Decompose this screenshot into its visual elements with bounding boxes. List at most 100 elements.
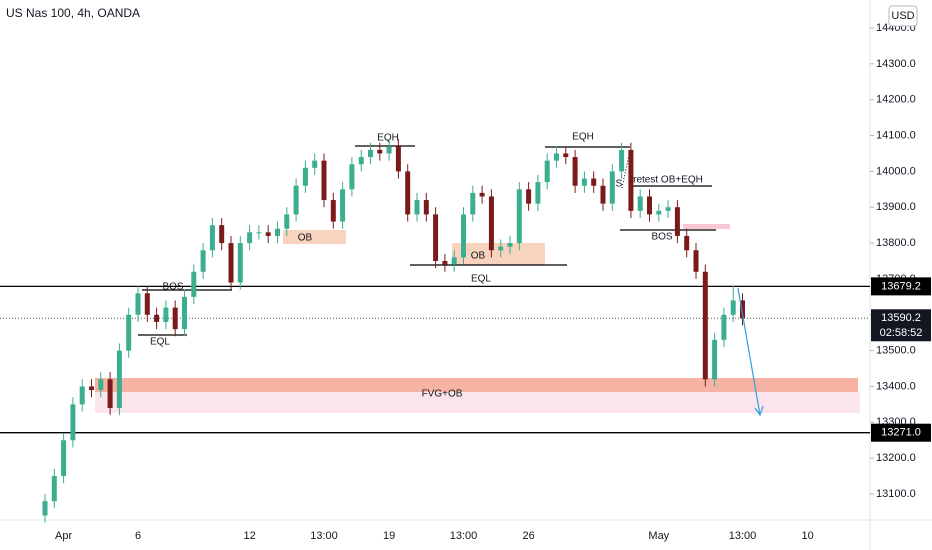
candle-body [647, 196, 652, 215]
y-tick-label: 14300.0 [876, 58, 916, 70]
candle-body [600, 185, 606, 204]
candle-body [665, 207, 671, 211]
candle-body [712, 339, 718, 380]
candle-body [265, 232, 271, 236]
candle-body [488, 196, 494, 251]
x-tick-label: 13:00 [450, 530, 478, 542]
annotation-label: OB [298, 233, 313, 244]
level-label-box [871, 423, 931, 442]
candle-body [674, 207, 680, 236]
candle-body [628, 149, 634, 211]
y-tick-label: 13100.0 [876, 488, 916, 500]
last-price-label: 13590.2 [881, 312, 921, 324]
candle-body [535, 182, 541, 204]
y-tick-label: 14200.0 [876, 94, 916, 106]
x-tick-label: May [648, 530, 669, 542]
x-tick-label: Apr [55, 530, 72, 542]
candle-body [312, 160, 318, 168]
candle-body [377, 149, 383, 154]
annotation-label: EQH [377, 133, 399, 144]
candle-body [516, 189, 522, 244]
candle-body [470, 192, 476, 215]
candle-body [526, 189, 532, 204]
candle-body [572, 157, 578, 186]
candle-body [228, 243, 234, 283]
x-tick-label: 26 [522, 530, 534, 542]
candle-body [89, 386, 94, 391]
candle-body [433, 214, 439, 261]
ob-zone [452, 243, 545, 265]
candle-body [702, 271, 708, 380]
x-tick-label: 19 [383, 530, 395, 542]
y-tick-label: 13400.0 [876, 380, 916, 392]
candle-body [591, 178, 597, 186]
candle-body [554, 153, 559, 161]
candle-body [721, 314, 727, 340]
candle-body [563, 153, 569, 158]
candle-body [61, 440, 67, 477]
candle-body [79, 386, 85, 405]
candle-body [116, 350, 122, 408]
x-tick-label: 13:00 [310, 530, 338, 542]
candle-body [182, 296, 187, 330]
ob-zone [683, 224, 730, 229]
candle-body [395, 146, 401, 172]
candle-body [284, 214, 290, 229]
fvg-zone [95, 392, 860, 413]
y-tick-label: 13500.0 [876, 345, 916, 357]
candle-body [349, 164, 355, 190]
x-tick-label: 12 [243, 530, 255, 542]
candle-body [414, 200, 420, 215]
x-tick-label: 10 [801, 530, 813, 542]
annotation-label: S [616, 179, 623, 190]
candle-body [200, 250, 206, 272]
candle-body [498, 246, 504, 251]
ob-zone [95, 378, 858, 392]
candle-body [302, 167, 308, 186]
candle-body [386, 146, 392, 154]
candle-body [684, 235, 690, 251]
candle-body [247, 232, 253, 244]
candle-body [293, 185, 299, 215]
candle-body [256, 232, 262, 234]
candle-body [321, 160, 327, 201]
annotation-label: EQH [572, 132, 594, 143]
candle-body [163, 307, 169, 322]
candle-body [405, 171, 411, 215]
candle-body [479, 192, 485, 197]
candle-body [442, 261, 448, 265]
countdown-label: 02:58:52 [880, 327, 923, 339]
candle-body [237, 243, 243, 283]
y-tick-label: 14100.0 [876, 129, 916, 141]
arrow-head [754, 405, 764, 417]
candle-body [340, 189, 346, 222]
candle-body [730, 300, 736, 315]
y-tick-label: 14000.0 [876, 165, 916, 177]
annotation-label: EQL [150, 337, 170, 348]
candle-body [637, 196, 643, 211]
candle-body [423, 200, 429, 215]
candle-body [609, 171, 615, 204]
candle-body [135, 293, 141, 315]
candle-body [368, 149, 373, 158]
chart-title: US Nas 100, 4h, OANDA [6, 6, 140, 20]
candle-body [144, 293, 150, 315]
currency-label: USD [891, 10, 914, 22]
y-tick-label: 13900.0 [876, 201, 916, 213]
y-tick-label: 13200.0 [876, 452, 916, 464]
candle-body [544, 160, 550, 183]
x-tick-label: 13:00 [729, 530, 757, 542]
annotation-label: BOS [651, 232, 672, 243]
candle-body [191, 271, 197, 297]
candle-body [693, 250, 699, 272]
zones [95, 224, 860, 413]
candle-body [656, 210, 662, 215]
candle-body [42, 501, 48, 516]
annotation-label: FVG+OB [422, 389, 463, 400]
level-label-box [871, 277, 931, 296]
candle-body [507, 243, 513, 247]
candle-body [107, 379, 113, 408]
candle-body [51, 476, 57, 502]
annotation-label: EQL [471, 274, 491, 285]
